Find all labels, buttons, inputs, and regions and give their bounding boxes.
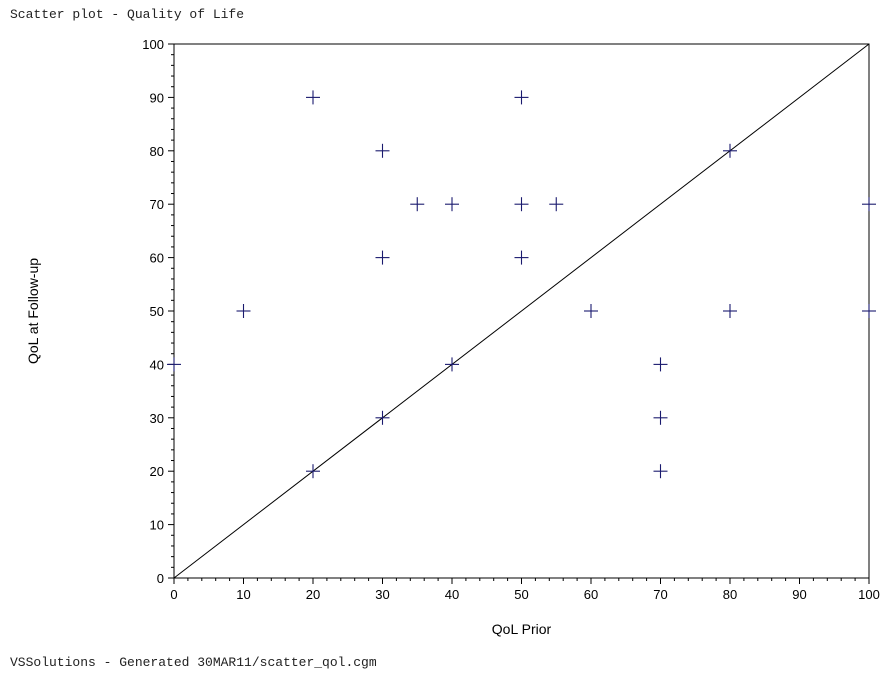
y-tick-label: 0 <box>157 571 164 586</box>
scatter-point <box>514 197 529 212</box>
scatter-point <box>375 250 390 265</box>
scatter-point <box>584 304 598 318</box>
x-tick-label: 60 <box>584 587 598 602</box>
x-tick-label: 50 <box>514 587 528 602</box>
scatter-point <box>723 304 737 318</box>
scatter-point <box>862 197 876 212</box>
x-tick-label: 20 <box>306 587 320 602</box>
scatter-point <box>514 90 529 105</box>
scatter-point <box>653 410 668 425</box>
x-tick-label: 100 <box>858 587 880 602</box>
x-tick-label: 0 <box>170 587 177 602</box>
scatter-point <box>306 464 320 479</box>
x-tick-label: 80 <box>723 587 737 602</box>
scatter-point <box>306 90 320 105</box>
y-tick-label: 80 <box>150 144 164 159</box>
y-tick-label: 100 <box>142 37 164 52</box>
y-tick-label: 50 <box>150 304 164 319</box>
x-axis-title: QoL Prior <box>492 621 552 637</box>
scatter-point <box>167 357 181 372</box>
x-tick-label: 40 <box>445 587 459 602</box>
y-tick-label: 90 <box>150 90 164 105</box>
y-axis: 0 10 20 30 40 50 60 70 80 90 100 <box>142 37 174 586</box>
scatter-point <box>445 197 459 212</box>
scatter-point <box>236 304 251 318</box>
x-tick-label: 70 <box>653 587 667 602</box>
x-axis: 0 10 20 30 40 50 60 70 80 90 100 <box>170 578 880 602</box>
x-tick-label: 10 <box>236 587 250 602</box>
scatter-point <box>375 143 390 158</box>
data-points <box>167 90 876 479</box>
scatter-point <box>375 410 390 425</box>
scatter-point <box>653 464 668 479</box>
y-tick-label: 30 <box>150 411 164 426</box>
y-tick-label: 40 <box>150 357 164 372</box>
footer-note: VSSolutions - Generated 30MAR11/scatter_… <box>10 655 377 670</box>
scatter-point <box>445 357 459 372</box>
scatter-point <box>410 197 425 212</box>
y-tick-label: 60 <box>150 251 164 266</box>
y-tick-label: 70 <box>150 197 164 212</box>
x-tick-label: 30 <box>375 587 389 602</box>
scatter-point <box>862 304 876 318</box>
scatter-point <box>723 143 737 158</box>
x-tick-label: 90 <box>792 587 806 602</box>
y-tick-label: 20 <box>150 464 164 479</box>
reference-diagonal-line <box>173 43 870 579</box>
page-title: Scatter plot - Quality of Life <box>10 7 245 22</box>
minor-ticks <box>171 54 856 581</box>
scatter-point <box>549 197 564 212</box>
scatter-point <box>514 250 529 265</box>
y-axis-title: QoL at Follow-up <box>25 258 41 364</box>
scatter-point <box>653 357 668 372</box>
y-tick-label: 10 <box>150 518 164 533</box>
